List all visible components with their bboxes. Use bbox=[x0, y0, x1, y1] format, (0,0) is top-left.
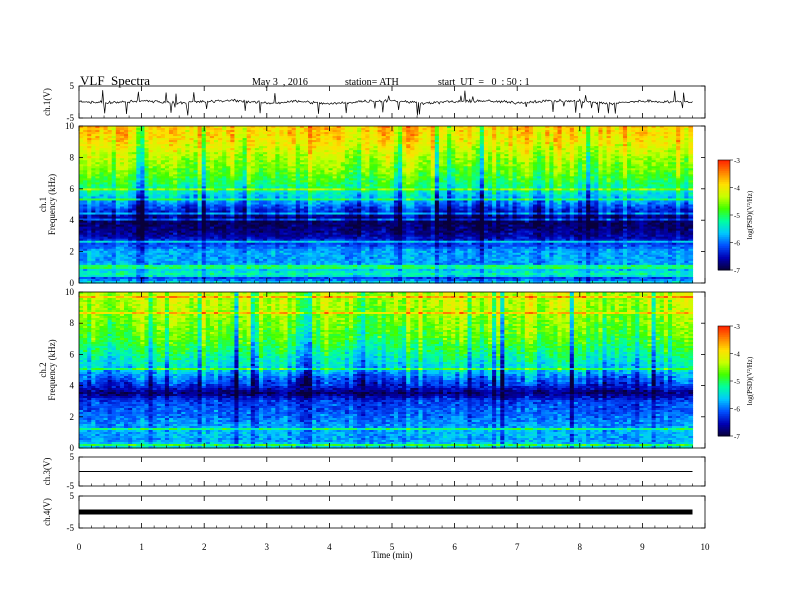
vlf-figure: 5-5ch.1(V)1086420ch.1 Frequency (kHz)1086… bbox=[0, 0, 792, 612]
spectrogram-1 bbox=[79, 126, 693, 284]
spectrogram-layer bbox=[79, 126, 693, 449]
